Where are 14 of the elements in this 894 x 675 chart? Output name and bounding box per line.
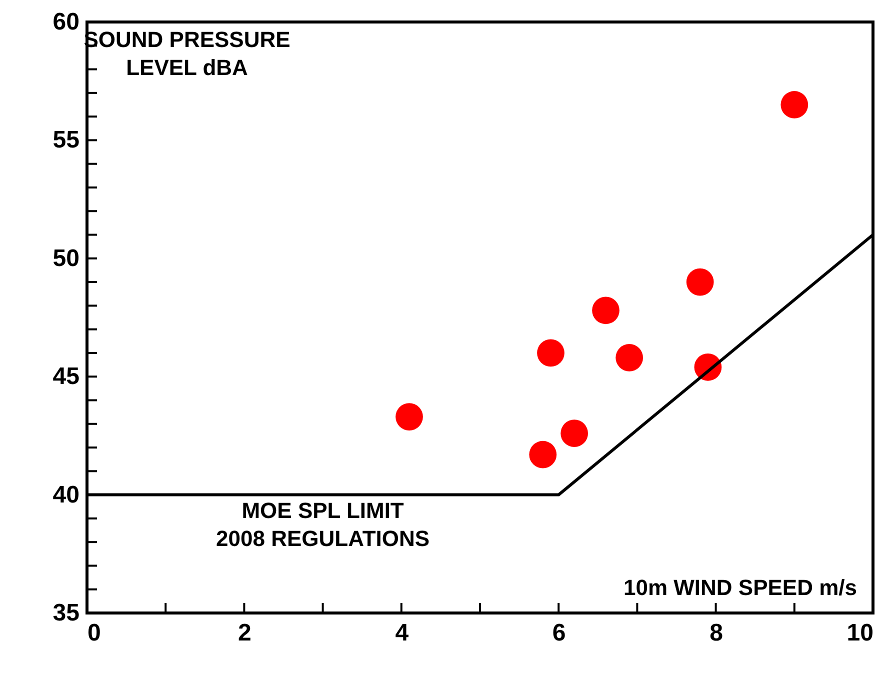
y-tick-label: 45: [52, 363, 80, 390]
x-tick-label: 0: [88, 620, 101, 646]
x-tick-label: 6: [552, 620, 566, 646]
y-tick-label: 60: [52, 8, 80, 36]
annotation: MOE SPL LIMIT 2008 REGULATIONS: [216, 498, 430, 551]
x-tick-label: 10: [846, 620, 874, 646]
y-tick-label: 40: [52, 481, 80, 508]
y-tick-label: 50: [52, 244, 80, 272]
x-tick-label: 2: [238, 620, 252, 646]
y-tick-label: 35: [52, 600, 80, 626]
x-tick-label: 8: [710, 620, 723, 646]
x-tick-label: 4: [395, 620, 410, 646]
x-axis-title: 10m WIND SPEED m/s: [623, 575, 857, 600]
y-tick-label: 55: [52, 126, 80, 154]
